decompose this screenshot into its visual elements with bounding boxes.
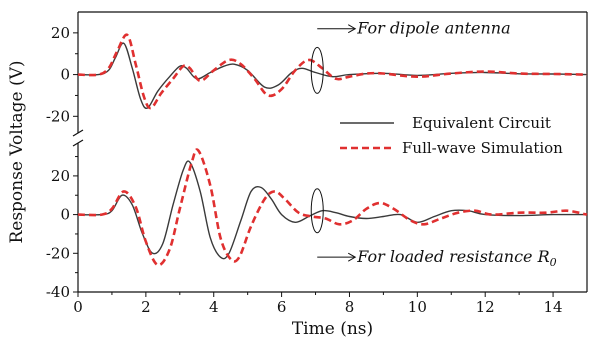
x-axis-title: Time (ns)	[292, 319, 373, 339]
annotation-arrowhead-dipole	[347, 24, 357, 34]
annotation-arrowhead-loaded	[347, 252, 357, 262]
x-tick-label: 10	[408, 298, 427, 316]
annotation-loaded: For loaded resistance R0	[310, 188, 557, 269]
axis-break-mark	[72, 129, 84, 137]
x-tick-label: 12	[476, 298, 495, 316]
x-tick-label: 6	[277, 298, 287, 316]
series-line-dipole-full-wave	[77, 33, 588, 110]
x-tick-label: 14	[544, 298, 563, 316]
y-tick-label: 0	[60, 66, 70, 84]
annotation-subscript: 0	[550, 256, 557, 269]
legend-label-full-wave-simulation: Full-wave Simulation	[402, 139, 563, 157]
x-tick-label: 2	[141, 298, 151, 316]
annotation-text-loaded: For loaded resistance R0	[356, 247, 556, 269]
series-lines	[77, 33, 588, 267]
x-tick-label: 4	[209, 298, 219, 316]
annotation-symbol: R	[537, 247, 550, 266]
annotation-text-dipole: For dipole antenna	[356, 19, 510, 38]
axis-ticks: 0 2 4 6 8 10 12 14 20 0 -20 20 0 -20 -40	[46, 24, 563, 316]
axis-break-mark	[72, 139, 84, 147]
series-line-loaded-full-wave	[77, 148, 588, 267]
plot-frame	[72, 11, 588, 293]
y-tick-label: -20	[46, 107, 70, 125]
y-tick-label: 0	[60, 206, 70, 224]
y-axis-title: Response Voltage (V)	[7, 60, 27, 243]
series-line-loaded-equivalent	[77, 160, 588, 260]
y-tick-label: 20	[51, 24, 70, 42]
annotation-ellipse-dipole	[310, 46, 324, 94]
y-tick-label: 20	[51, 167, 70, 185]
x-tick-label: 0	[73, 298, 83, 316]
annotation-dipole: For dipole antenna	[310, 19, 511, 94]
y-tick-label: -20	[46, 244, 70, 262]
x-tick-label: 8	[345, 298, 355, 316]
y-tick-label: -40	[46, 283, 70, 301]
series-line-dipole-equivalent	[77, 42, 588, 110]
legend: Equivalent Circuit Full-wave Simulation	[340, 114, 563, 157]
annotation-ellipse-loaded	[310, 188, 324, 234]
legend-label-equivalent-circuit: Equivalent Circuit	[412, 114, 551, 132]
annotation-text-loaded-prefix: For loaded resistance	[356, 247, 537, 266]
